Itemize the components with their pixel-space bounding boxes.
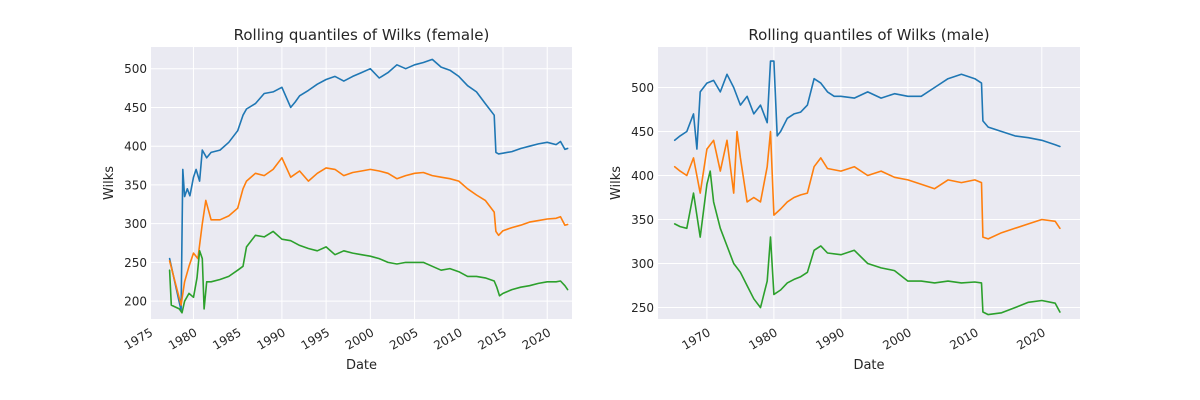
plot-area (151, 47, 572, 319)
series-line-0 (168, 58, 569, 312)
y-tick-label: 450 (631, 125, 654, 139)
y-tick-label: 250 (631, 301, 654, 315)
y-axis-label: Wilks (102, 166, 117, 200)
x-axis-label: Date (346, 358, 377, 373)
x-axis-label: Date (853, 358, 884, 373)
x-tick-label: 2000 (880, 325, 913, 352)
series-line-2 (168, 230, 569, 314)
chart-1: 250 300 350 400 450 500 1970 1980 1990 2000 2010 20… (609, 26, 1080, 373)
series-line-0 (673, 60, 1061, 150)
y-tick-label: 300 (631, 257, 654, 271)
x-tick-label: 1980 (166, 325, 199, 352)
x-tick-label: 2005 (387, 325, 420, 352)
x-tick-label: 2000 (343, 325, 376, 352)
x-tick-label: 1995 (299, 325, 332, 352)
y-tick-label: 350 (631, 213, 654, 227)
y-tick-label: 450 (124, 101, 147, 115)
y-tick-label: 300 (124, 217, 147, 231)
y-tick-label: 500 (631, 81, 654, 95)
x-tick-label: 1980 (746, 325, 779, 352)
y-tick-label: 200 (124, 295, 147, 309)
series-line-2 (673, 170, 1061, 316)
y-axis-label: Wilks (609, 166, 624, 200)
x-tick-label: 2010 (947, 325, 980, 352)
x-tick-label: 1990 (813, 325, 846, 352)
y-tick-label: 400 (124, 140, 147, 154)
series-line-1 (673, 130, 1061, 240)
y-tick-label: 250 (124, 256, 147, 270)
chart-title: Rolling quantiles of Wilks (male) (748, 26, 989, 44)
x-tick-label: 2010 (431, 325, 464, 352)
chart-0: 200 250 300 350 400 450 500 1975 1980 1985 1990 199… (102, 26, 572, 373)
y-tick-label: 400 (631, 169, 654, 183)
x-tick-label: 1975 (122, 325, 155, 352)
series-line-1 (168, 157, 569, 306)
x-tick-label: 2020 (1014, 325, 1047, 352)
x-tick-label: 1990 (254, 325, 287, 352)
x-tick-label: 1970 (679, 325, 712, 352)
x-tick-label: 2020 (520, 325, 553, 352)
chart-title: Rolling quantiles of Wilks (female) (234, 26, 490, 44)
x-tick-label: 2015 (476, 325, 509, 352)
y-tick-label: 350 (124, 178, 147, 192)
x-tick-label: 1985 (210, 325, 243, 352)
y-tick-label: 500 (124, 62, 147, 76)
